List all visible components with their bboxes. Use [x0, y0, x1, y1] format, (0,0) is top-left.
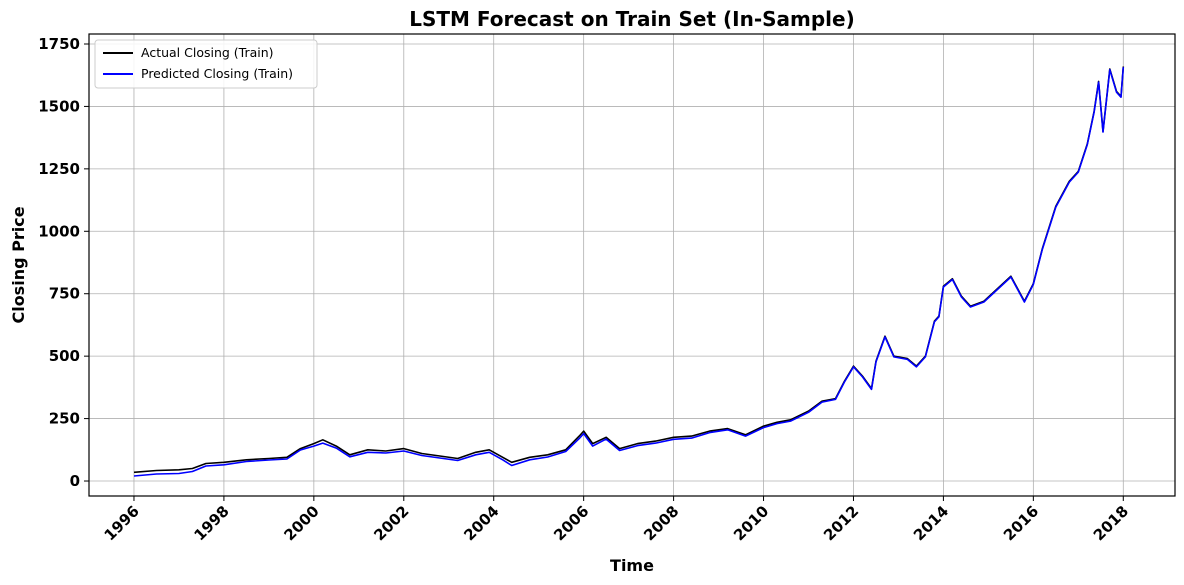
legend-box — [94, 39, 318, 89]
plot-frame — [88, 33, 1176, 497]
x-tick-label: 2002 — [370, 502, 412, 544]
y-tick-label: 250 — [49, 410, 80, 428]
series-line-predicted — [133, 67, 1125, 477]
chart-title: LSTM Forecast on Train Set (In-Sample) — [409, 7, 855, 31]
x-tick-label: 2010 — [730, 502, 772, 544]
legend-label-actual: Actual Closing (Train) — [141, 45, 274, 60]
x-tick-label: 2008 — [640, 502, 682, 544]
x-tick-label: 2006 — [550, 502, 592, 544]
x-tick-label: 1996 — [101, 502, 143, 544]
y-tick-label: 1750 — [38, 35, 80, 53]
series-lines — [133, 66, 1125, 477]
y-tick-label: 1500 — [38, 97, 80, 115]
x-tick-label: 2000 — [280, 502, 322, 544]
y-tick-label: 750 — [49, 285, 80, 303]
y-axis-ticks: 0 250 500 750 1000 1250 1500 1750 — [38, 35, 89, 490]
grid — [89, 34, 1175, 496]
x-axis-label: Time — [610, 556, 654, 575]
x-tick-label: 2004 — [460, 502, 502, 544]
x-tick-label: 1998 — [190, 502, 232, 544]
x-axis-ticks: 1996 1998 2000 2002 2004 2006 2008 2010 2012 2014… — [101, 496, 1132, 544]
x-tick-label: 2018 — [1090, 502, 1132, 544]
series-line-actual — [133, 66, 1125, 474]
y-tick-label: 0 — [70, 472, 80, 490]
x-tick-label: 2012 — [820, 502, 862, 544]
legend-label-predicted: Predicted Closing (Train) — [141, 66, 293, 81]
y-tick-label: 1000 — [38, 222, 80, 240]
y-tick-label: 1250 — [38, 160, 80, 178]
x-tick-label: 2014 — [910, 502, 952, 544]
x-tick-label: 2016 — [1000, 502, 1042, 544]
y-tick-label: 500 — [49, 347, 80, 365]
legend: Actual Closing (Train) Predicted Closing… — [94, 39, 318, 89]
y-axis-label: Closing Price — [9, 206, 28, 323]
